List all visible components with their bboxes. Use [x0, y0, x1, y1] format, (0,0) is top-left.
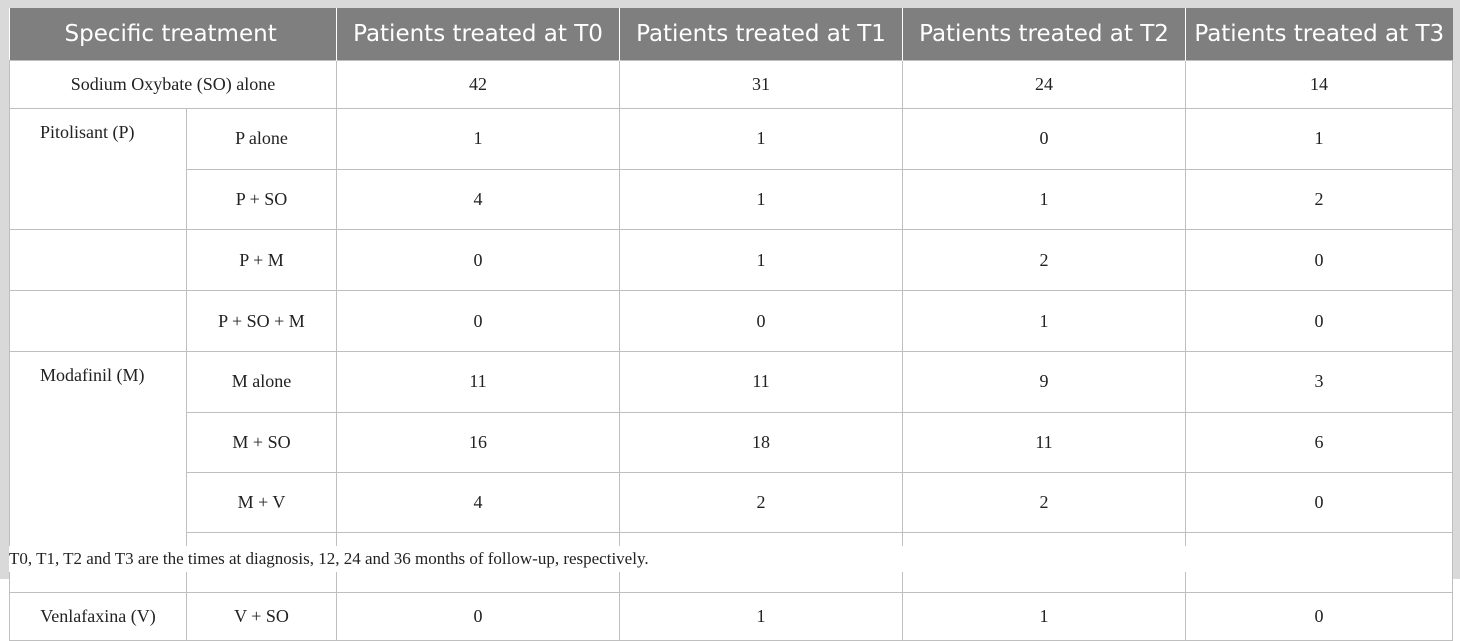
row-label: M alone: [186, 351, 337, 413]
group-cell-empty: [9, 412, 187, 472]
cell-t1: 1: [619, 108, 903, 170]
cell-t2: 1: [902, 592, 1186, 641]
row-label: M + V: [186, 471, 337, 533]
table-row: M + SO 16 18 11 6: [9, 411, 1453, 473]
cell-t1: 1: [619, 229, 903, 291]
table-row: Modafinil (M) M alone 11 11 9 3: [9, 351, 1453, 413]
group-cell-empty: [9, 169, 187, 230]
row-label: P alone: [186, 108, 337, 170]
header-t0: Patients treated at T0: [336, 8, 620, 61]
cell-t0: 4: [336, 168, 620, 230]
cell-t2: 11: [902, 411, 1186, 473]
cell-t0: 0: [336, 290, 620, 352]
treatment-table: Specific treatment Patients treated at T…: [9, 8, 1453, 641]
cell-t0: 0: [336, 229, 620, 291]
header-t3: Patients treated at T3: [1185, 8, 1453, 61]
cell-t1: 1: [619, 592, 903, 641]
header-specific-treatment: Specific treatment: [9, 8, 337, 61]
table-row: P + M 0 1 2 0: [9, 229, 1453, 291]
group-cell-empty: [9, 472, 187, 532]
cell-t0: 0: [336, 592, 620, 641]
table-row: Venlafaxina (V) V + SO 0 1 1 0: [9, 592, 1453, 641]
cell-t3: 14: [1185, 60, 1453, 109]
cell-t1: 18: [619, 411, 903, 473]
cell-t1: 31: [619, 60, 903, 109]
cell-t1: 0: [619, 290, 903, 352]
cell-t3: 1: [1185, 108, 1453, 170]
header-t1: Patients treated at T1: [619, 8, 903, 61]
group-label-venlafaxina: Venlafaxina (V): [9, 592, 187, 641]
table-row: Pitolisant (P) P alone 1 1 0 1: [9, 108, 1453, 170]
cell-t0: 4: [336, 471, 620, 533]
cell-t3: 6: [1185, 411, 1453, 473]
table-footnote: T0, T1, T2 and T3 are the times at diagn…: [9, 546, 1452, 572]
cell-t1: 11: [619, 351, 903, 413]
cell-t3: 3: [1185, 351, 1453, 413]
header-row: Specific treatment Patients treated at T…: [9, 8, 1453, 61]
cell-t0: 1: [336, 108, 620, 170]
group-cell-empty: [9, 290, 187, 352]
row-label: P + M: [186, 229, 337, 291]
header-t2: Patients treated at T2: [902, 8, 1186, 61]
row-label: P + SO + M: [186, 290, 337, 352]
table-row: Sodium Oxybate (SO) alone 42 31 24 14: [9, 60, 1453, 109]
cell-t1: 1: [619, 168, 903, 230]
cell-t2: 24: [902, 60, 1186, 109]
cell-t2: 9: [902, 351, 1186, 413]
cell-t2: 2: [902, 229, 1186, 291]
row-label: V + SO: [186, 592, 337, 641]
cell-t1: 2: [619, 471, 903, 533]
row-label: Sodium Oxybate (SO) alone: [9, 60, 337, 109]
cell-t0: 11: [336, 351, 620, 413]
table-row: P + SO 4 1 1 2: [9, 168, 1453, 230]
cell-t3: 0: [1185, 471, 1453, 533]
table-row: M + V 4 2 2 0: [9, 471, 1453, 533]
table-row: P + SO + M 0 0 1 0: [9, 290, 1453, 352]
cell-t3: 0: [1185, 229, 1453, 291]
group-label-modafinil: Modafinil (M): [9, 351, 187, 412]
group-cell-empty: [9, 229, 187, 291]
cell-t0: 16: [336, 411, 620, 473]
row-label: M + SO: [186, 411, 337, 473]
cell-t0: 42: [336, 60, 620, 109]
cell-t2: 1: [902, 290, 1186, 352]
cell-t2: 0: [902, 108, 1186, 170]
row-label: P + SO: [186, 168, 337, 230]
cell-t3: 2: [1185, 168, 1453, 230]
cell-t2: 1: [902, 168, 1186, 230]
cell-t3: 0: [1185, 290, 1453, 352]
cell-t3: 0: [1185, 592, 1453, 641]
group-label-pitolisant: Pitolisant (P): [9, 108, 187, 169]
cell-t2: 2: [902, 471, 1186, 533]
